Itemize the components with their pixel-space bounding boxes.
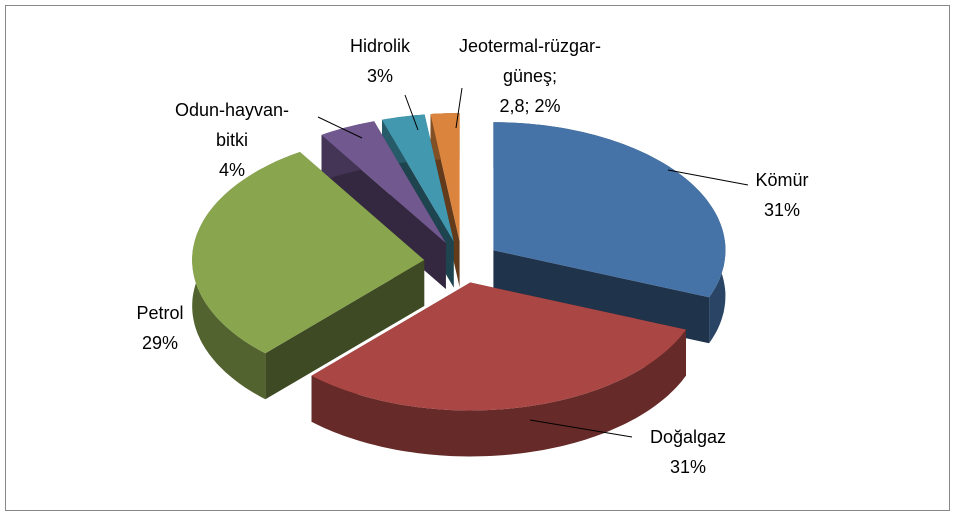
slice <box>493 122 726 344</box>
slice <box>311 282 686 457</box>
slice-label: Jeotermal-rüzgar-güneş; <box>458 36 602 86</box>
slice <box>321 121 446 243</box>
slice-label: Odun-hayvan-bitki <box>174 100 290 150</box>
slice <box>311 282 686 411</box>
slice <box>192 152 425 354</box>
slice <box>321 121 446 289</box>
leader-line <box>529 419 633 438</box>
slice-value-label: 31% <box>763 200 801 220</box>
slice-label: Kömür <box>755 170 809 190</box>
leader-line <box>404 94 419 131</box>
slice <box>430 113 460 242</box>
slice-label: Petrol <box>136 303 184 323</box>
slice-side <box>321 135 446 289</box>
slice <box>382 114 454 242</box>
leader-line <box>667 169 749 186</box>
slice-side <box>493 250 710 344</box>
slice-wall <box>311 329 686 457</box>
leader-line <box>455 87 463 129</box>
slice <box>493 122 726 298</box>
slice <box>192 152 425 400</box>
slice-value-label: 2,8; 2% <box>499 96 561 116</box>
slice-side <box>265 260 425 400</box>
slice-value-label: 31% <box>669 457 707 477</box>
slice-value-label: 3% <box>366 66 393 86</box>
slice-value-label: 29% <box>141 333 179 353</box>
slice-label: Hidrolik <box>349 36 410 56</box>
slice-label: Doğalgaz <box>649 427 727 447</box>
slice-value-label: 4% <box>218 160 245 180</box>
leader-line <box>317 116 363 139</box>
